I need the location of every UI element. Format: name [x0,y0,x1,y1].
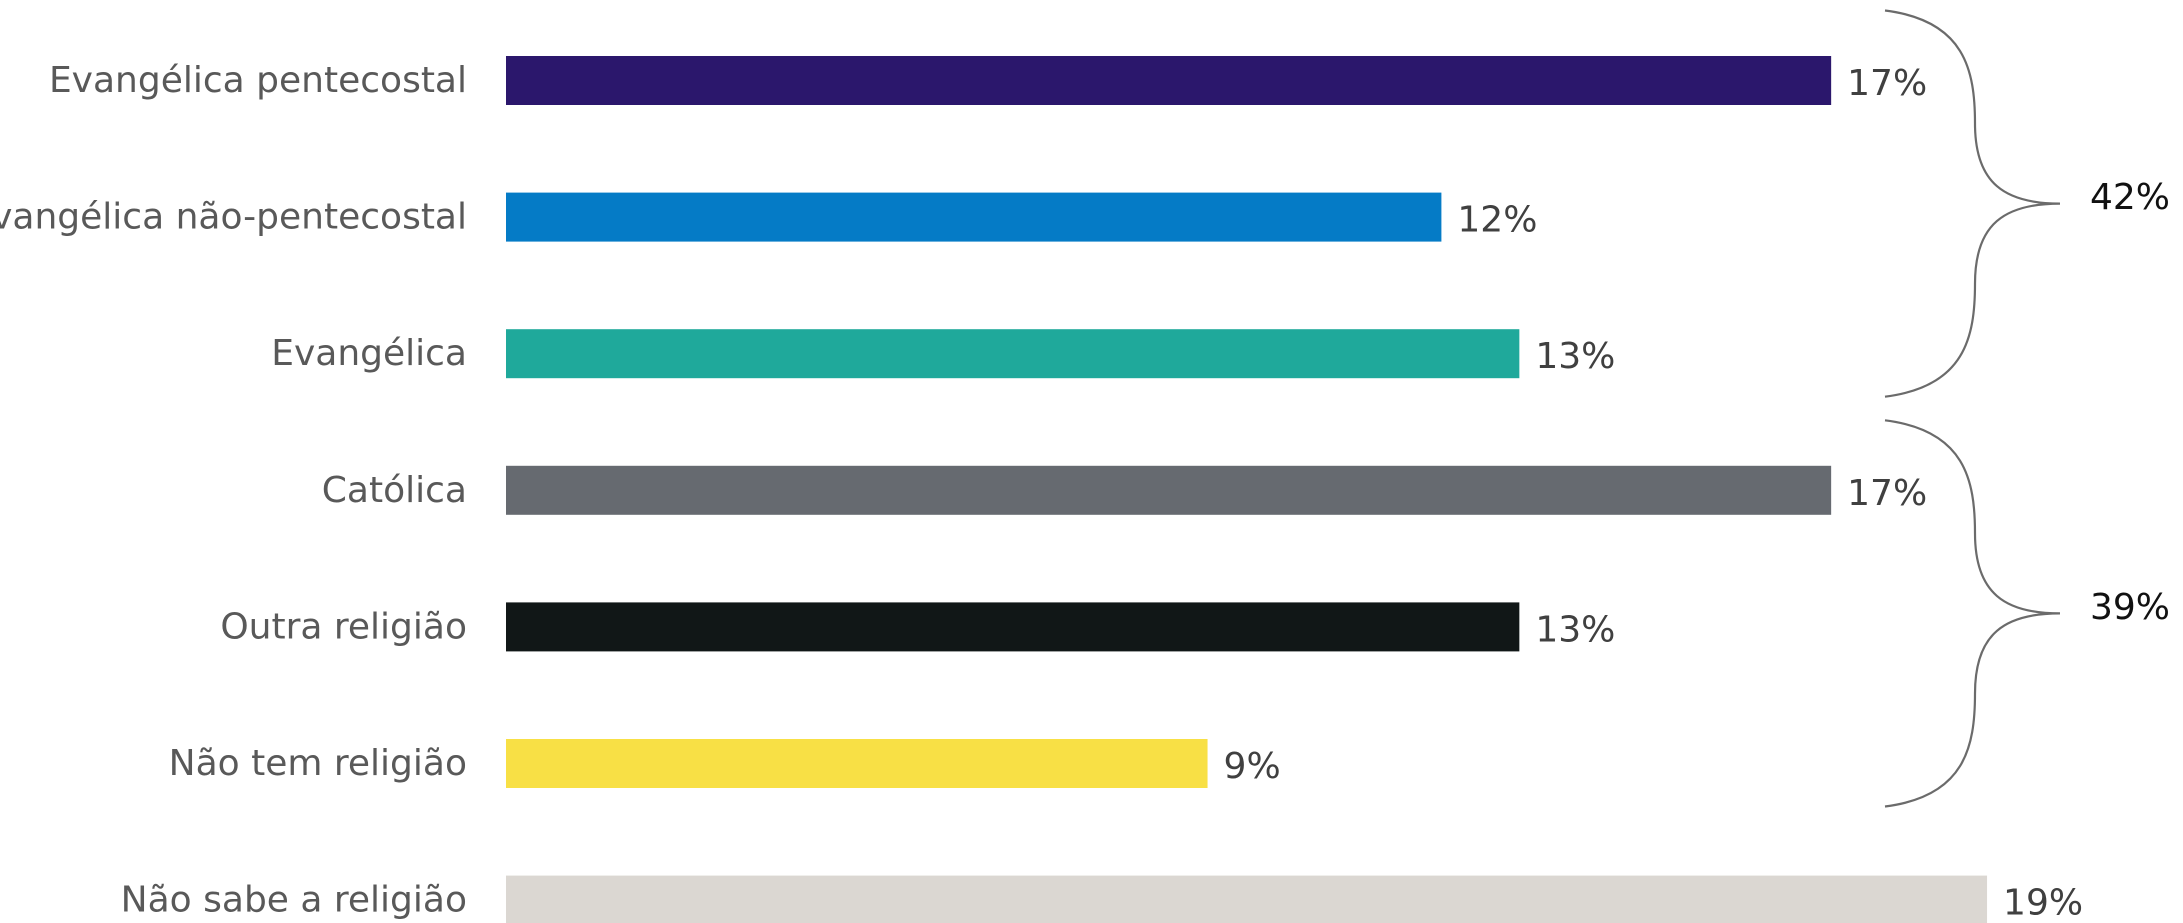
category-label: Outra religião [220,606,467,647]
value-label: 19% [2003,883,2083,923]
bar [506,56,1832,105]
bar [506,192,1442,242]
value-label: 12% [1457,200,1537,241]
category-label: Não tem religião [169,743,467,784]
value-labels: 17% 12% 13% 17% 13% 9% 19% [1224,63,2084,923]
group-brace [1884,9,2061,398]
value-label: 13% [1535,609,1615,650]
category-label: Não sabe a religião [121,880,467,921]
bar [506,329,1520,379]
value-label: 13% [1535,336,1615,377]
bar [506,739,1208,788]
bar [506,602,1520,652]
group-total-label: 42% [2090,177,2170,218]
value-label: 17% [1847,473,1927,514]
category-labels: Evangélica pentecostal Evangélica não-pen… [0,60,467,921]
group-total-label: 39% [2090,587,2170,628]
category-label: Católica [322,470,467,511]
value-label: 17% [1847,63,1927,104]
category-label: Evangélica pentecostal [49,60,467,101]
bars [506,56,1988,923]
category-label: Evangélica não-pentecostal [0,197,467,238]
category-label: Evangélica [271,333,467,374]
bar [506,875,1988,923]
group-braces: 42% 39% [1884,9,2170,808]
group-brace [1884,419,2061,808]
value-label: 9% [1224,746,1281,787]
bar [506,465,1832,515]
